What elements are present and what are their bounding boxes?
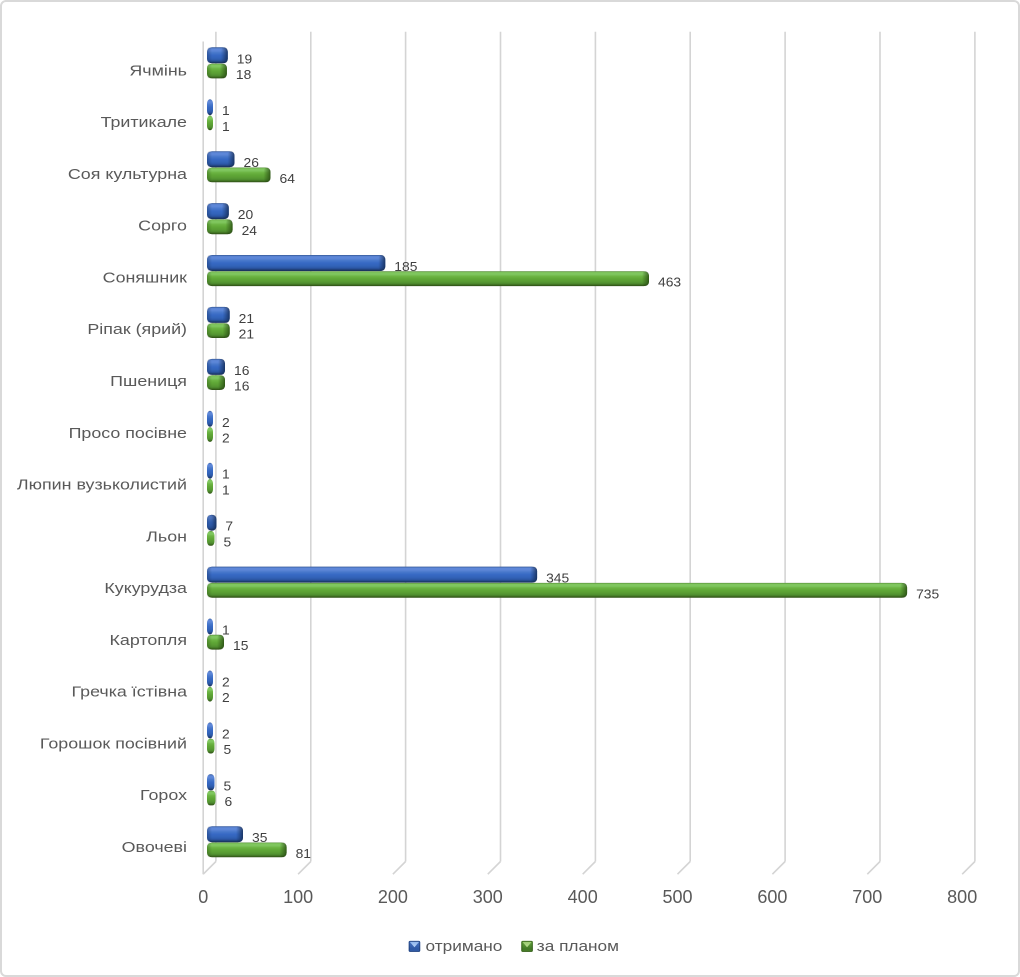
svg-text:Сорго: Сорго [138,218,187,235]
svg-text:800: 800 [947,887,977,907]
svg-text:7: 7 [225,520,233,534]
svg-text:500: 500 [662,887,692,907]
svg-text:15: 15 [233,639,248,653]
svg-text:1: 1 [222,483,230,497]
svg-text:Кукурудза: Кукурудза [104,580,187,597]
svg-text:19: 19 [237,52,252,66]
svg-text:0: 0 [198,887,208,907]
svg-text:20: 20 [238,208,253,222]
svg-text:24: 24 [242,224,257,238]
svg-text:Просо посівне: Просо посівне [69,425,187,442]
svg-text:18: 18 [236,68,251,82]
svg-text:16: 16 [234,380,249,394]
svg-text:Соя культурна: Соя культурна [68,166,188,183]
svg-text:200: 200 [378,887,408,907]
svg-text:35: 35 [252,831,267,845]
svg-text:Картопля: Картопля [110,632,188,649]
svg-text:400: 400 [568,887,598,907]
svg-text:Пшениця: Пшениця [110,373,187,390]
svg-text:Гречка їстівна: Гречка їстівна [72,684,188,701]
svg-text:64: 64 [280,172,295,186]
svg-text:2: 2 [222,416,230,430]
svg-text:600: 600 [757,887,787,907]
svg-text:6: 6 [225,795,233,809]
svg-text:2: 2 [222,727,230,741]
svg-text:5: 5 [224,535,232,549]
svg-text:1: 1 [222,468,230,482]
svg-text:81: 81 [296,847,311,861]
svg-text:2: 2 [222,432,230,446]
svg-text:5: 5 [224,743,232,757]
svg-text:185: 185 [394,260,417,274]
svg-text:300: 300 [473,887,503,907]
svg-text:2: 2 [222,676,230,690]
svg-text:700: 700 [852,887,882,907]
svg-text:Льон: Льон [146,528,187,545]
svg-text:Тритикале: Тритикале [101,114,187,131]
svg-text:5: 5 [224,779,232,793]
svg-text:1: 1 [222,120,230,134]
svg-text:Ячмінь: Ячмінь [129,62,187,79]
svg-text:Горох: Горох [140,787,188,804]
svg-text:Люпин вузьколистий: Люпин вузьколистий [17,477,187,494]
svg-text:Горошок посівний: Горошок посівний [40,735,187,752]
svg-text:345: 345 [546,572,569,586]
svg-text:26: 26 [244,156,259,170]
svg-text:Ріпак (ярий): Ріпак (ярий) [87,321,187,338]
svg-text:735: 735 [916,587,939,601]
svg-text:за планом: за планом [537,938,619,955]
svg-text:21: 21 [239,312,254,326]
svg-text:16: 16 [234,364,249,378]
svg-text:1: 1 [222,624,230,638]
svg-text:Овочеві: Овочеві [122,839,187,856]
svg-text:21: 21 [239,328,254,342]
svg-text:1: 1 [222,104,230,118]
svg-text:Соняшник: Соняшник [103,270,188,287]
svg-text:2: 2 [222,691,230,705]
svg-text:463: 463 [658,276,681,290]
svg-text:отримано: отримано [426,938,503,955]
svg-text:100: 100 [283,887,313,907]
